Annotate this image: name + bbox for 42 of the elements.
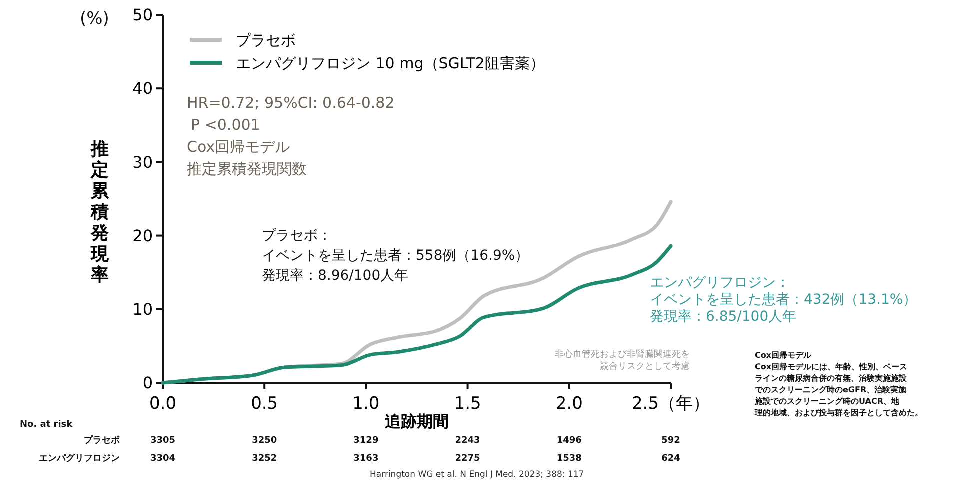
text: 2275: [455, 454, 480, 464]
text: エンパグリフロジン: [39, 453, 120, 464]
annotation: Cox回帰モデル: [187, 138, 290, 156]
y-axis-title: 推定累積発現率: [90, 139, 110, 286]
y-tick-label: 40: [132, 79, 153, 98]
x-tick-label: 1.0: [352, 394, 380, 414]
annotation: 推定累積発現関数: [187, 160, 307, 178]
text: (%): [80, 9, 110, 29]
y-tick-label: 10: [132, 300, 153, 319]
x-tick-label: 0.5: [251, 394, 278, 414]
text: 1538: [556, 454, 582, 464]
text: 1496: [556, 436, 582, 446]
text: Harrington WG et al. N Engl J Med. 2023; 388: 117: [370, 470, 584, 480]
text: 592: [662, 436, 680, 446]
text: 3250: [252, 436, 278, 446]
text: 2243: [455, 436, 480, 446]
text: 3252: [252, 454, 278, 464]
annotation: HR=0.72; 95%CI: 0.64-0.82: [187, 94, 395, 112]
x-tick-label: 0.0: [149, 394, 177, 414]
text: Cox回帰モデル: [755, 351, 813, 360]
x-tick-label: 2.0: [556, 394, 583, 414]
y-tick-label: 20: [132, 226, 153, 246]
y-tick-label: 0: [142, 374, 153, 393]
text: Cox回帰モデルには、年齢、性別、ベースラインの糖尿病合併の有無、治験実施施設でのスクリーニング時のeGFR、治験実施施設でのスクリーニング時のUACR、地理的地域、および投与群を因子として含めた。: [754, 362, 923, 418]
text: 3129: [354, 436, 379, 446]
text: 3305: [150, 436, 176, 446]
annotation: 非心血管死および非腎臓関連死を競合リスクとして考慮: [555, 349, 690, 372]
legend-label: プラセボ: [236, 31, 296, 50]
y-tick-label: 30: [132, 152, 153, 172]
x-tick-label: 2.5（年）: [632, 394, 710, 414]
x-axis-title: 追跡期間: [384, 412, 449, 431]
text: No. at risk: [20, 420, 74, 430]
text: プラセボ: [84, 435, 120, 446]
annotation: エンパグリフロジン：イベントを呈した患者：432例（13.1%）発現率：6.85/100人年: [650, 275, 918, 325]
legend-label: エンパグリフロジン 10 mg（SGLT2阻害薬）: [236, 54, 545, 72]
text: 3304: [150, 454, 176, 464]
text: 624: [662, 454, 680, 464]
x-tick-label: 1.5: [454, 394, 482, 414]
text: 3163: [354, 454, 379, 464]
annotation: P <0.001: [191, 116, 260, 134]
y-tick-label: 50: [132, 6, 153, 25]
annotation: プラセボ：イベントを呈した患者：558例（16.9%）発現率：8.96/100人年: [262, 228, 530, 284]
